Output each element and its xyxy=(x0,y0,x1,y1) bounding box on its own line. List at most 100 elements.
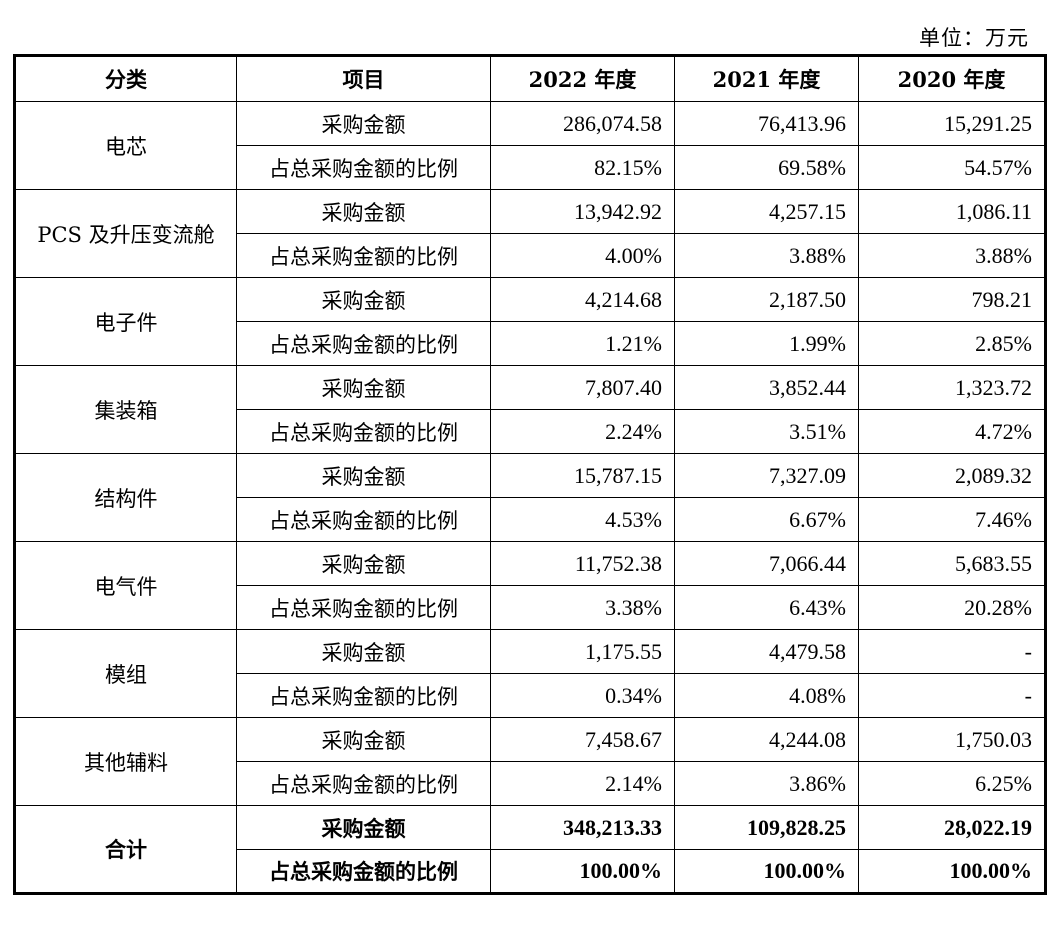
value-cell-2020: 2,089.32 xyxy=(858,453,1046,498)
item-cell: 占总采购金额的比例 xyxy=(236,233,491,278)
item-cell: 采购金额 xyxy=(236,541,491,586)
value-cell-2021: 3,852.44 xyxy=(674,365,859,410)
category-cell: 电气件 xyxy=(14,541,237,630)
value-cell-2020: 7.46% xyxy=(858,497,1046,542)
item-cell: 占总采购金额的比例 xyxy=(236,761,491,806)
category-cell: 其他辅料 xyxy=(14,717,237,806)
value-cell-2020: 20.28% xyxy=(858,585,1046,630)
category-cell: 集装箱 xyxy=(14,365,237,454)
value-cell-2021: 3.51% xyxy=(674,409,859,454)
header-row: 分类 项目 2022 年度 2021 年度 2020 年度 xyxy=(14,55,1046,102)
value-cell-2020: 15,291.25 xyxy=(858,101,1046,146)
table-row: 模组 采购金额 1,175.55 4,479.58- xyxy=(14,629,1046,718)
value-cell-2022: 4.00% xyxy=(490,233,675,278)
value-cell-2021: 109,828.25 xyxy=(674,805,859,850)
table-row: 结构件 采购金额 15,787.15 7,327.09 2,089.32 xyxy=(14,453,1046,542)
value-cell-2020: 2.85% xyxy=(858,321,1046,366)
category-cell: 电芯 xyxy=(14,101,237,190)
value-cell-2020: 1,750.03 xyxy=(858,717,1046,762)
item-cell: 采购金额 xyxy=(236,101,491,146)
table-row: 占总采购金额的比例 0.34% 4.08% - xyxy=(15,673,1046,718)
table-row: 占总采购金额的比例 2.24% 3.51% 4.72% xyxy=(15,409,1046,454)
purchase-table: 分类 项目 2022 年度 2021 年度 2020 年度 电芯 采购金额 286,… xyxy=(13,54,1047,895)
category-cell: 电子件 xyxy=(14,277,237,366)
value-cell-2022: 4,214.68 xyxy=(490,277,675,322)
item-cell: 占总采购金额的比例 xyxy=(236,585,491,630)
value-cell-2020: 28,022.19 xyxy=(858,805,1046,850)
value-cell-2021: 7,327.09 xyxy=(674,453,859,498)
table-row: 电芯 采购金额 286,074.58 76,413.96 15,291.25 xyxy=(14,101,1046,190)
header-2020: 2020 年度 xyxy=(858,55,1046,102)
value-cell-2021: 3.86% xyxy=(674,761,859,806)
header-2022: 2022 年度 xyxy=(490,55,675,102)
value-cell-2021: 4,257.15 xyxy=(674,189,859,234)
value-cell-2022: 1.21% xyxy=(490,321,675,366)
value-cell-2022: 82.15% xyxy=(490,145,675,190)
table-row: 占总采购金额的比例 1.21% 1.99% 2.85% xyxy=(15,321,1046,366)
table-row: 集装箱 采购金额 7,807.40 3,852.44 1,323.72 xyxy=(14,365,1046,454)
value-cell-2022: 11,752.38 xyxy=(490,541,675,586)
table-row: 电气件 采购金额 11,752.38 7,066.44 5,683.55 xyxy=(14,541,1046,630)
value-cell-2022: 15,787.15 xyxy=(490,453,675,498)
header-2021: 2021 年度 xyxy=(674,55,859,102)
item-cell: 占总采购金额的比例 xyxy=(236,497,491,542)
value-cell-2021: 3.88% xyxy=(674,233,859,278)
value-cell-2020: - xyxy=(858,673,1046,718)
value-cell-2022: 13,942.92 xyxy=(490,189,675,234)
value-cell-2021: 6.43% xyxy=(674,585,859,630)
value-cell-2022: 1,175.55 xyxy=(490,629,675,674)
table-row: 占总采购金额的比例 2.14% 3.86% 6.25% xyxy=(15,761,1046,806)
category-cell: 结构件 xyxy=(14,453,237,542)
item-cell: 采购金额 xyxy=(236,805,491,850)
value-cell-2022: 100.00% xyxy=(490,849,675,894)
value-cell-2020: 54.57% xyxy=(858,145,1046,190)
value-cell-2021: 69.58% xyxy=(674,145,859,190)
header-category: 分类 xyxy=(14,55,237,102)
value-cell-2022: 7,807.40 xyxy=(490,365,675,410)
value-cell-2022: 4.53% xyxy=(490,497,675,542)
value-cell-2021: 4,479.58 xyxy=(674,629,859,674)
category-cell: 模组 xyxy=(14,629,237,718)
value-cell-2020: 100.00% xyxy=(858,849,1046,894)
value-cell-2022: 3.38% xyxy=(490,585,675,630)
category-cell: PCS 及升压变流舱 xyxy=(14,189,237,278)
value-cell-2022: 0.34% xyxy=(490,673,675,718)
value-cell-2021: 76,413.96 xyxy=(674,101,859,146)
item-cell: 采购金额 xyxy=(236,717,491,762)
value-cell-2020: 4.72% xyxy=(858,409,1046,454)
value-cell-2021: 2,187.50 xyxy=(674,277,859,322)
table-body: 电芯 采购金额 286,074.58 76,413.96 15,291.25 占总采购金额… xyxy=(14,101,1046,894)
item-cell: 采购金额 xyxy=(236,365,491,410)
value-cell-2020: - xyxy=(858,629,1046,674)
item-cell: 采购金额 xyxy=(236,453,491,498)
value-cell-2020: 1,086.11 xyxy=(858,189,1046,234)
item-cell: 采购金额 xyxy=(236,629,491,674)
value-cell-2020: 1,323.72 xyxy=(858,365,1046,410)
value-cell-2021: 4.08% xyxy=(674,673,859,718)
table-row: 占总采购金额的比例 100.00% 100.00% 100.00% xyxy=(15,849,1046,894)
table-row: 合计 采购金额 348,213.33 109,828.25 28,022.19 xyxy=(14,805,1046,894)
table-row: 其他辅料 采购金额 7,458.67 4,244.08 1,750.03 xyxy=(14,717,1046,806)
item-cell: 占总采购金额的比例 xyxy=(236,145,491,190)
header-item: 项目 xyxy=(236,55,491,102)
item-cell: 占总采购金额的比例 xyxy=(236,849,491,894)
value-cell-2022: 2.24% xyxy=(490,409,675,454)
table-row: 电子件 采购金额 4,214.68 2,187.50 798.21 xyxy=(14,277,1046,366)
item-cell: 采购金额 xyxy=(236,277,491,322)
value-cell-2022: 348,213.33 xyxy=(490,805,675,850)
unit-label: 单位：万元 xyxy=(919,26,1029,50)
table-row: PCS 及升压变流舱 采购金额 13,942.92 4,257.15 1,086.11 xyxy=(14,189,1046,278)
table-row: 占总采购金额的比例 3.38% 6.43% 20.28% xyxy=(15,585,1046,630)
value-cell-2022: 2.14% xyxy=(490,761,675,806)
value-cell-2021: 6.67% xyxy=(674,497,859,542)
item-cell: 占总采购金额的比例 xyxy=(236,673,491,718)
value-cell-2022: 286,074.58 xyxy=(490,101,675,146)
item-cell: 占总采购金额的比例 xyxy=(236,321,491,366)
value-cell-2021: 4,244.08 xyxy=(674,717,859,762)
value-cell-2020: 5,683.55 xyxy=(858,541,1046,586)
item-cell: 采购金额 xyxy=(236,189,491,234)
table-row: 占总采购金额的比例 4.53% 6.67% 7.46% xyxy=(15,497,1046,542)
value-cell-2021: 7,066.44 xyxy=(674,541,859,586)
value-cell-2021: 100.00% xyxy=(674,849,859,894)
item-cell: 占总采购金额的比例 xyxy=(236,409,491,454)
